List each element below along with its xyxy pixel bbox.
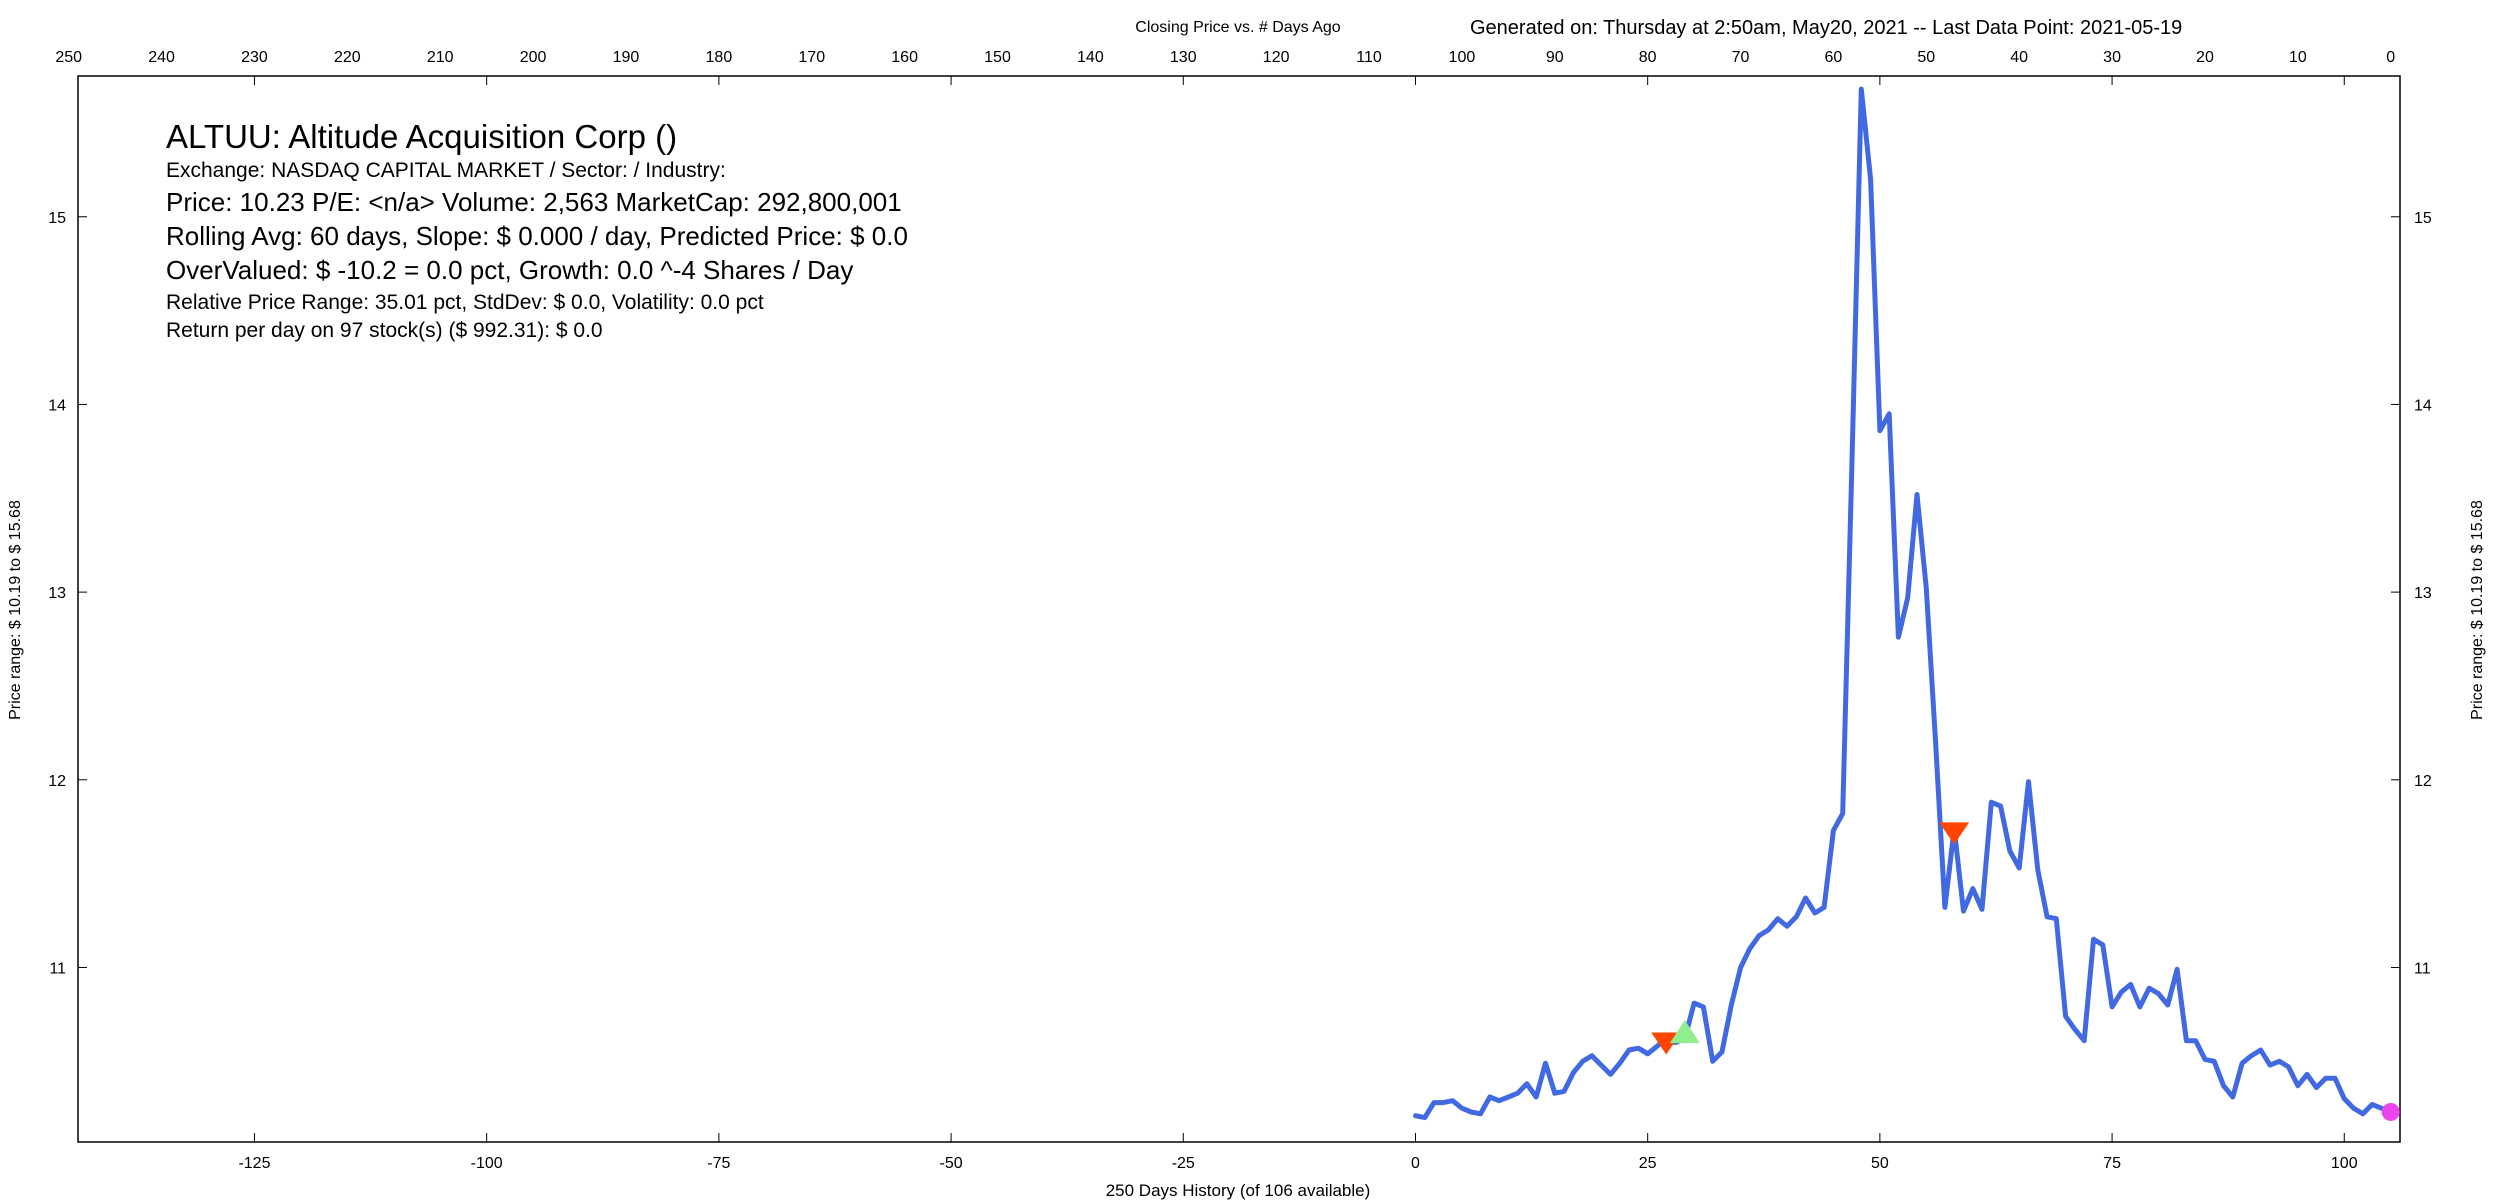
- exchange-line: Exchange: NASDAQ CAPITAL MARKET / Sector…: [166, 159, 726, 182]
- top-tick-label: 140: [1077, 49, 1104, 66]
- x-tick-label: 0: [1411, 1155, 1420, 1172]
- x-tick-label: 50: [1871, 1155, 1889, 1172]
- top-tick-label: 80: [1639, 49, 1657, 66]
- y-tick-label-right: 12: [2414, 773, 2432, 790]
- stock-title: ALTUU: Altitude Acquisition Corp (): [166, 118, 678, 155]
- top-tick-label: 130: [1170, 49, 1197, 66]
- x-axis-ticks: -125 -100 -75 -50 -25 0 25 50 75 100: [238, 76, 2358, 1172]
- x-tick-label: 75: [2103, 1155, 2121, 1172]
- y-axis-label-right: Price range: $ 10.19 to $ 15.68: [2469, 500, 2486, 720]
- top-tick-label: 180: [706, 49, 733, 66]
- series-layer: [1413, 86, 2394, 1121]
- top-tick-label: 0: [2386, 49, 2395, 66]
- y-tick-label-left: 15: [48, 210, 66, 227]
- marker-layer: [1651, 822, 2400, 1121]
- top-tick-label: 150: [984, 49, 1011, 66]
- top-tick-label: 70: [1732, 49, 1750, 66]
- x-tick-label: -125: [238, 1155, 270, 1172]
- rolling-line: Rolling Avg: 60 days, Slope: $ 0.000 / d…: [166, 221, 908, 251]
- sell-marker: [1939, 822, 1970, 845]
- price-line: Price: 10.23 P/E: <n/a> Volume: 2,563 Ma…: [166, 187, 902, 217]
- top-tick-label: 200: [520, 49, 547, 66]
- x-tick-label: -75: [707, 1155, 730, 1172]
- last-point-marker: [2381, 1102, 2400, 1121]
- top-tick-label: 210: [427, 49, 454, 66]
- top-tick-label: 170: [798, 49, 825, 66]
- y-tick-label-left: 13: [48, 585, 66, 602]
- top-tick-label: 40: [2010, 49, 2028, 66]
- top-tick-label: 100: [1449, 49, 1476, 66]
- y-axis-ticks: 11 11 12 12 13 13 14 14 15 15: [48, 210, 2432, 978]
- overvalued-line: OverValued: $ -10.2 = 0.0 pct, Growth: 0…: [166, 255, 854, 285]
- return-line: Return per day on 97 stock(s) ($ 992.31)…: [166, 319, 603, 342]
- top-tick-label: 190: [613, 49, 640, 66]
- top-tick-label: 60: [1825, 49, 1843, 66]
- top-tick-label: 90: [1546, 49, 1564, 66]
- generated-text: Generated on: Thursday at 2:50am, May20,…: [1470, 17, 2182, 39]
- buy-marker: [1669, 1020, 1700, 1044]
- x-axis-label: 250 Days History (of 106 available): [1106, 1181, 1371, 1200]
- top-tick-label: 50: [1917, 49, 1935, 66]
- range-line: Relative Price Range: 35.01 pct, StdDev:…: [166, 291, 764, 314]
- y-axis-label-left: Price range: $ 10.19 to $ 15.68: [7, 500, 24, 720]
- top-tick-label: 30: [2103, 49, 2121, 66]
- top-tick-label: 220: [334, 49, 361, 66]
- x-tick-label: -100: [471, 1155, 503, 1172]
- y-tick-label-right: 15: [2414, 210, 2432, 227]
- top-title: Closing Price vs. # Days Ago: [1135, 19, 1341, 36]
- y-tick-label-left: 11: [49, 960, 66, 977]
- price-line: [1413, 86, 2394, 1121]
- x-tick-label: 100: [2331, 1155, 2358, 1172]
- top-tick-label: 250: [55, 49, 82, 66]
- plot-frame: [77, 75, 2401, 1143]
- x-tick-label: -50: [940, 1155, 963, 1172]
- y-tick-label-left: 12: [48, 773, 66, 790]
- y-tick-label-right: 14: [2414, 397, 2432, 414]
- top-tick-label: 20: [2196, 49, 2214, 66]
- top-axis-ticks: 250 240 230 220 210 200 190 180 170 160 150 140 130 1…: [55, 49, 2395, 66]
- y-tick-label-left: 14: [48, 397, 66, 414]
- top-tick-label: 240: [148, 49, 175, 66]
- top-tick-label: 10: [2289, 49, 2307, 66]
- top-tick-label: 110: [1356, 49, 1382, 66]
- y-tick-label-right: 11: [2414, 960, 2431, 977]
- top-tick-label: 120: [1263, 49, 1290, 66]
- y-tick-label-right: 13: [2414, 585, 2432, 602]
- top-tick-label: 230: [241, 49, 268, 66]
- top-tick-label: 160: [891, 49, 918, 66]
- x-tick-label: -25: [1172, 1155, 1195, 1172]
- x-tick-label: 25: [1639, 1155, 1657, 1172]
